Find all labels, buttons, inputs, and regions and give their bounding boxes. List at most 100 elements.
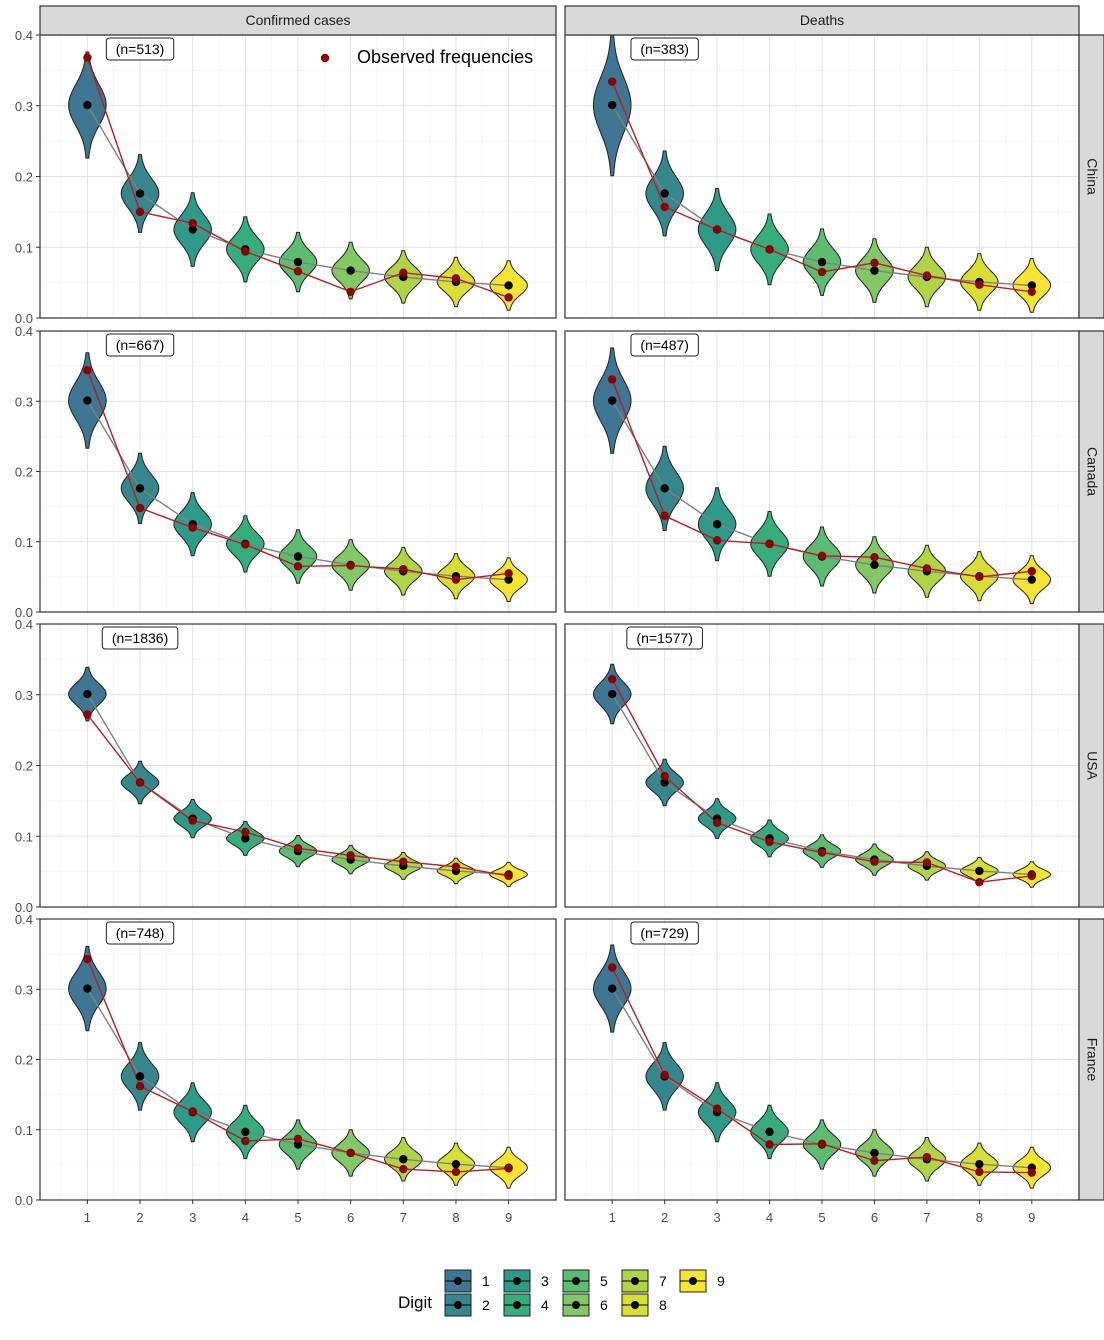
observed-point-digit-1 <box>608 963 617 972</box>
legend-key-point <box>689 1277 697 1285</box>
expected-point-digit-4 <box>241 834 250 843</box>
observed-point-digit-2 <box>135 503 145 513</box>
observed-point-digit-2 <box>660 202 669 212</box>
sample-size-label-box <box>630 37 699 61</box>
y-tick-label: 0.0 <box>15 900 33 915</box>
expected-point-digit-6 <box>870 560 879 570</box>
legend-label: 9 <box>717 1273 725 1289</box>
observed-point-digit-6 <box>346 1148 355 1158</box>
expected-point-digit-3 <box>188 225 197 234</box>
observed-point-digit-6 <box>346 851 355 860</box>
legend-label: 4 <box>541 1297 549 1313</box>
expected-point-digit-1 <box>83 396 92 405</box>
observed-point-digit-1 <box>83 954 92 964</box>
observed-point-digit-4 <box>241 540 250 549</box>
sample-size-label-box <box>105 37 175 61</box>
legend-title: Digit <box>398 1293 432 1312</box>
row-strip-label: China <box>1085 158 1101 195</box>
row-strip-usa: USA <box>1078 623 1104 908</box>
observed-point-digit-6 <box>346 561 355 570</box>
expected-point-digit-2 <box>660 189 669 198</box>
expected-point-digit-9 <box>1027 281 1036 290</box>
y-tick-label: 0.2 <box>15 759 33 774</box>
x-tick-label: 5 <box>818 1210 825 1225</box>
sample-size-label-box <box>626 626 703 650</box>
expected-point-digit-6 <box>870 1148 879 1158</box>
sample-size-label-box <box>105 921 175 945</box>
expected-point-digit-6 <box>346 266 355 275</box>
expected-point-digit-1 <box>608 100 617 110</box>
observed-point-digit-6 <box>346 287 355 297</box>
legend-label: 8 <box>659 1297 667 1313</box>
y-tick-label: 0.1 <box>15 535 33 550</box>
observed-point-digit-5 <box>293 562 303 571</box>
observed-point-digit-7 <box>399 564 408 574</box>
sample-size-label-box <box>630 333 699 357</box>
x-tick-label: 8 <box>976 1210 983 1225</box>
x-tick-label: 3 <box>189 1210 196 1225</box>
panels-layer: (n=513) (n=383) (n=667) (n=487) (n=1836) (n=1… <box>39 33 1080 1201</box>
sample-size-label: (n=729) <box>640 925 689 941</box>
observed-point-digit-4 <box>765 539 774 549</box>
expected-point-digit-2 <box>660 778 669 787</box>
legend-label: 2 <box>482 1297 490 1313</box>
x-tick-label: 8 <box>452 1210 459 1225</box>
column-strip-deaths: Deaths <box>564 5 1080 36</box>
x-tick-label: 4 <box>242 1210 249 1225</box>
y-tick-label: 0.3 <box>15 688 33 703</box>
expected-point-digit-7 <box>399 1155 408 1164</box>
observed-point-digit-5 <box>817 848 827 857</box>
observed-point-digit-4 <box>241 1136 250 1146</box>
expected-point-digit-1 <box>83 689 92 699</box>
legend-item-digit-5: 5 <box>562 1269 608 1293</box>
observed-point-digit-8 <box>451 575 461 584</box>
x-tick-label: 3 <box>713 1210 720 1225</box>
observed-point-digit-3 <box>712 225 722 234</box>
observed-point-digit-7 <box>922 1152 932 1162</box>
observed-point-digit-1 <box>83 366 92 375</box>
observed-point-digit-9 <box>1027 287 1036 297</box>
observed-point-digit-5 <box>293 1134 303 1144</box>
strip-background <box>564 5 1080 36</box>
row-strip-france: France <box>1078 918 1104 1201</box>
x-tick-label: 1 <box>84 1210 91 1225</box>
observed-point-digit-7 <box>399 1164 408 1174</box>
y-axis-canada: 0.0 0.1 0.2 0.3 0.4 <box>15 324 40 620</box>
observed-point-digit-8 <box>975 280 984 289</box>
observed-point-digit-5 <box>293 844 303 853</box>
legend-item-digit-6: 6 <box>562 1293 608 1317</box>
x-tick-label: 6 <box>871 1210 878 1225</box>
expected-point-digit-3 <box>712 519 722 529</box>
observed-point-digit-3 <box>712 818 722 828</box>
row-strip-china: China <box>1078 34 1104 319</box>
observed-point-digit-2 <box>135 1081 145 1091</box>
legend-key-point <box>513 1277 521 1285</box>
column-strip-confirmed-cases: Confirmed cases <box>39 5 557 36</box>
y-tick-label: 0.2 <box>15 465 33 480</box>
sample-size-label: (n=1577) <box>636 630 692 646</box>
observed-point-digit-9 <box>504 569 513 578</box>
y-tick-label: 0.3 <box>15 982 33 997</box>
row-strip-label: USA <box>1085 751 1101 780</box>
observed-point-digit-1 <box>608 375 617 384</box>
sample-size-label: (n=748) <box>116 925 165 941</box>
y-tick-label: 0.3 <box>15 99 33 114</box>
observed-point-digit-5 <box>817 551 827 560</box>
legend-label: 7 <box>659 1273 667 1289</box>
expected-point-digit-9 <box>504 575 513 584</box>
observed-frequencies-marker <box>320 53 330 63</box>
observed-point-digit-9 <box>504 871 513 881</box>
observed-point-digit-9 <box>504 1164 513 1173</box>
observed-point-digit-3 <box>712 536 722 545</box>
legend-item-digit-3: 3 <box>503 1269 549 1293</box>
observed-point-digit-5 <box>817 267 827 277</box>
row-strip-label: France <box>1085 1038 1101 1082</box>
strips-layer: Confirmed cases Deaths China Canada USA Franc… <box>39 5 1104 1201</box>
sample-size-label: (n=513) <box>116 41 165 57</box>
legend-item-digit-1: 1 <box>444 1269 490 1293</box>
legend-label: 1 <box>482 1273 490 1289</box>
observed-point-digit-4 <box>765 245 774 254</box>
observed-point-digit-9 <box>1027 871 1036 881</box>
observed-frequencies-label: Observed frequencies <box>357 47 533 67</box>
legend: Digit 1 2 3 4 5 6 7 8 9 <box>398 1269 725 1317</box>
